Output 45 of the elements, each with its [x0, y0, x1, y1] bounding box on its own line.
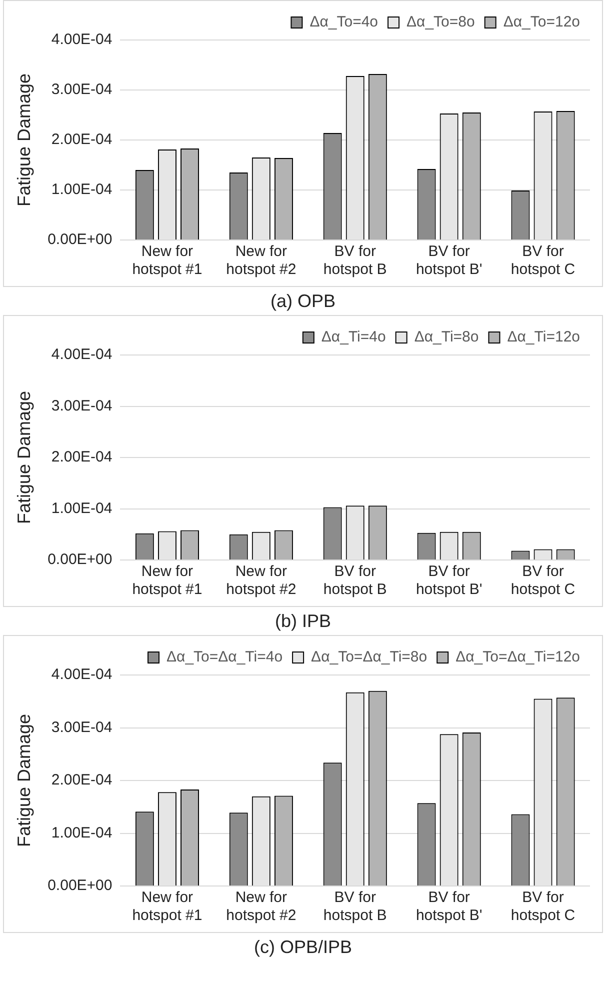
y-axis-title: Fatigue Damage — [14, 714, 34, 848]
x-tick-label: New for hotspot #1 — [132, 889, 202, 924]
legend-label: Δα_To=12o — [503, 14, 580, 31]
y-axis-title: Fatigue Damage — [14, 73, 34, 207]
x-tick-label: New for hotspot #1 — [132, 243, 202, 278]
x-tick-label: BV for hotspot C — [510, 243, 576, 278]
legend-label: Δα_To=4o — [310, 14, 378, 31]
y-tick-label: 1.00E-04 — [51, 500, 112, 517]
x-tick-label: BV for hotspot C — [510, 889, 576, 924]
y-tick-label: 0.00E+00 — [48, 551, 112, 568]
text: (c) OPB/IPB — [252, 936, 353, 959]
x-tick-label: BV for hotspot B' — [416, 243, 482, 278]
x-tick-label: BV for hotspot C — [510, 563, 576, 598]
legend-label: Δα_To=Δα_Ti=4o — [166, 648, 283, 666]
y-tick-label: 0.00E+00 — [48, 231, 112, 248]
legend-label: Δα_To=Δα_Ti=8o — [311, 648, 428, 666]
y-tick-label: 3.00E-04 — [51, 718, 112, 736]
x-tick-label: BV for hotspot B' — [416, 889, 482, 924]
legend-label: Δα_Ti=12o — [507, 328, 580, 346]
y-tick-label: 3.00E-04 — [51, 397, 112, 414]
y-tick-label: 2.00E-04 — [51, 448, 112, 466]
legend-label: Δα_Ti=4o — [321, 328, 386, 346]
x-tick-label: BV for hotspot B — [323, 243, 387, 278]
y-tick-label: 0.00E+00 — [48, 877, 112, 894]
legend-label: Δα_To=Δα_Ti=12o — [456, 648, 580, 666]
y-tick-label: 4.00E-04 — [51, 346, 112, 364]
x-tick-label: BV for hotspot B — [323, 889, 387, 924]
y-axis-title: Fatigue Damage — [14, 390, 34, 524]
x-tick-label: BV for hotspot B' — [416, 563, 482, 598]
y-tick-label: 1.00E-04 — [51, 181, 112, 198]
y-tick-label: 3.00E-04 — [51, 81, 112, 98]
y-tick-label: 2.00E-04 — [51, 131, 112, 148]
x-tick-label: New for hotspot #2 — [226, 563, 296, 598]
legend-label: Δα_To=8o — [406, 14, 475, 31]
x-tick-label: New for hotspot #2 — [226, 889, 296, 924]
y-tick-label: 4.00E-04 — [51, 31, 112, 48]
x-tick-label: BV for hotspot B — [323, 563, 387, 598]
text: (a) OPB — [269, 290, 336, 313]
text: (b) IPB — [274, 610, 332, 633]
y-tick-label: 1.00E-04 — [51, 824, 112, 842]
x-tick-label: New for hotspot #2 — [226, 243, 296, 278]
x-tick-label: New for hotspot #1 — [132, 563, 202, 598]
y-tick-label: 4.00E-04 — [51, 666, 112, 684]
y-tick-label: 2.00E-04 — [51, 772, 112, 789]
legend-label: Δα_Ti=8o — [414, 328, 479, 346]
